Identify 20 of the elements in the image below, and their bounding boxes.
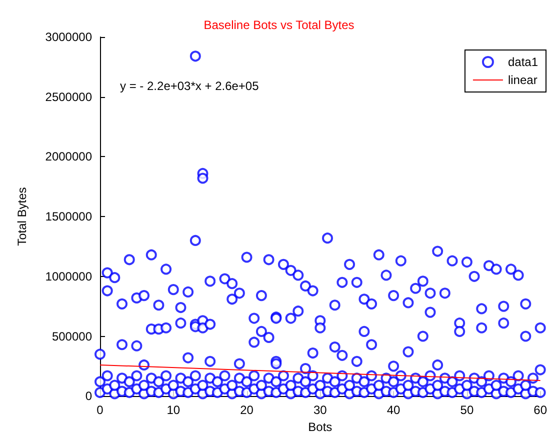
legend-label: data1: [508, 55, 538, 69]
x-tick-label: 10: [166, 403, 180, 418]
annotation: y = - 2.2e+03*x + 2.6e+05: [120, 79, 260, 93]
y-axis-title: Total Bytes: [15, 187, 29, 246]
x-tick-label: 50: [460, 403, 474, 418]
y-tick-label: 2000000: [45, 150, 92, 164]
x-axis-title: Bots: [308, 420, 332, 434]
x-tick-label: 30: [313, 403, 328, 418]
x-tick-label: 0: [96, 403, 104, 418]
x-tick-label: 40: [386, 403, 401, 418]
y-tick-label: 2500000: [45, 90, 92, 104]
x-tick-label: 20: [240, 403, 254, 418]
y-tick-label: 1000000: [45, 269, 92, 284]
y-tick-label: 1500000: [45, 210, 92, 224]
y-tick-label: 3000000: [45, 30, 92, 44]
x-tick-label: 60: [534, 403, 548, 418]
legend-label: linear: [508, 73, 538, 87]
chart-title: Baseline Bots vs Total Bytes: [204, 18, 354, 32]
y-tick-label: 0: [85, 389, 92, 404]
y-tick-label: 500000: [52, 329, 92, 344]
